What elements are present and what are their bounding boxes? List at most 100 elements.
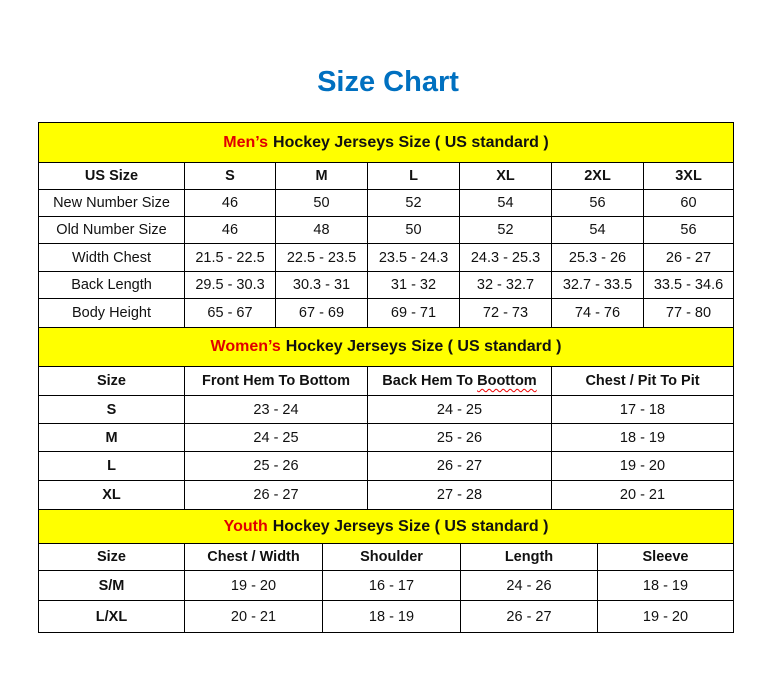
cell-text: Sleeve xyxy=(642,549,689,565)
cell-text: 52 xyxy=(497,222,514,238)
cell-text: 19 - 20 xyxy=(619,458,666,474)
table-cell: 20 - 21 xyxy=(551,481,733,509)
cell-text: 54 xyxy=(589,222,606,238)
table-cell: L xyxy=(39,452,184,480)
cell-text: 46 xyxy=(221,222,239,238)
cell-text: Length xyxy=(504,549,554,565)
cell-text: Shoulder xyxy=(360,549,423,565)
cell-text: 26 - 27 xyxy=(436,458,483,474)
table-cell: 19 - 20 xyxy=(184,571,322,600)
cell-text: S xyxy=(106,401,117,418)
cell-text: M xyxy=(315,168,328,184)
cell-text: 50 xyxy=(405,222,422,238)
cell-text: Front Hem To Bottom xyxy=(202,373,350,389)
table-row: Body Height 65 - 67 67 - 69 69 - 71 72 - 73 7… xyxy=(39,299,733,327)
table-cell: 65 - 67 xyxy=(184,299,275,327)
cell-text: 69 - 71 xyxy=(390,305,437,321)
cell-text: Size xyxy=(96,549,126,565)
cell-text: 22.5 - 23.5 xyxy=(286,249,357,266)
men-heading-text: Hockey Jerseys Size ( US standard ) xyxy=(273,133,549,151)
table-cell: 32 - 32.7 xyxy=(459,272,551,298)
cell-text: Old Number Size xyxy=(56,222,167,238)
cell-text: 56 xyxy=(680,222,697,238)
table-row: XL 26 - 27 27 - 28 20 - 21 xyxy=(39,481,733,509)
cell-text: 52 xyxy=(405,195,422,211)
cell-text: L xyxy=(409,168,418,184)
table-cell: 26 - 27 xyxy=(367,452,551,480)
table-cell: 56 xyxy=(643,217,733,243)
cell-text: 77 - 80 xyxy=(665,305,712,321)
table-cell: 77 - 80 xyxy=(643,299,733,327)
cell-text: 32.7 - 33.5 xyxy=(562,277,633,293)
table-cell: 50 xyxy=(367,217,459,243)
table-cell: 19 - 20 xyxy=(597,601,733,632)
table-cell: 54 xyxy=(459,190,551,216)
cell-text: 25.3 - 26 xyxy=(568,249,627,266)
table-cell: 26 - 27 xyxy=(184,481,367,509)
column-header: M xyxy=(275,163,367,189)
table-cell: 31 - 32 xyxy=(367,272,459,298)
cell-text: Back Length xyxy=(71,277,152,293)
table-cell: 54 xyxy=(551,217,643,243)
table-cell: 23 - 24 xyxy=(184,396,367,423)
cell-text: 65 - 67 xyxy=(207,305,253,321)
cell-text: US Size xyxy=(84,168,139,184)
table-cell: Width Chest xyxy=(39,244,184,271)
column-header: Sleeve xyxy=(597,544,733,570)
cell-text: 2XL xyxy=(584,168,611,184)
cell-text: 18 - 19 xyxy=(642,577,689,594)
table-cell: 20 - 21 xyxy=(184,601,322,632)
column-header: Front Hem To Bottom xyxy=(184,367,367,395)
cell-text: Size xyxy=(96,373,126,389)
column-header: US Size xyxy=(39,163,184,189)
women-table: Size Front Hem To Bottom Back Hem To Boott… xyxy=(39,367,733,509)
cell-text: 18 - 19 xyxy=(619,429,666,446)
column-header: L xyxy=(367,163,459,189)
table-cell: 25 - 26 xyxy=(184,452,367,480)
women-heading-text: Hockey Jerseys Size ( US standard ) xyxy=(285,338,562,355)
size-chart: Men’s Hockey Jerseys Size ( US standard … xyxy=(38,122,734,633)
table-cell: 29.5 - 30.3 xyxy=(184,272,275,298)
table-cell: L/XL xyxy=(39,601,184,632)
cell-text: M xyxy=(105,429,118,446)
column-header: 3XL xyxy=(643,163,733,189)
table-cell: 26 - 27 xyxy=(460,601,597,632)
cell-text: 74 - 76 xyxy=(574,305,621,321)
table-cell: 69 - 71 xyxy=(367,299,459,327)
cell-text: 33.5 - 34.6 xyxy=(653,277,724,293)
cell-text: New Number Size xyxy=(53,195,170,211)
women-section-heading: Women’s Hockey Jerseys Size ( US standar… xyxy=(39,327,733,367)
cell-text: 21.5 - 22.5 xyxy=(195,249,265,266)
table-cell: 46 xyxy=(184,217,275,243)
cell-text: 18 - 19 xyxy=(368,608,415,625)
table-cell: New Number Size xyxy=(39,190,184,216)
table-cell: 24 - 25 xyxy=(184,424,367,451)
cell-text: XL xyxy=(496,168,515,184)
cell-text: Width Chest xyxy=(72,249,151,266)
table-cell: 21.5 - 22.5 xyxy=(184,244,275,271)
table-cell: XL xyxy=(39,481,184,509)
table-row: Old Number Size 46 48 50 52 54 56 xyxy=(39,217,733,244)
cell-text: 56 xyxy=(589,195,606,211)
cell-text: L xyxy=(107,458,116,474)
table-cell: 19 - 20 xyxy=(551,452,733,480)
table-cell: 74 - 76 xyxy=(551,299,643,327)
cell-text: 23.5 - 24.3 xyxy=(378,249,449,266)
cell-text: 23 - 24 xyxy=(253,401,299,418)
cell-text: 72 - 73 xyxy=(482,305,529,321)
table-cell: Back Length xyxy=(39,272,184,298)
cell-text: S/M xyxy=(98,577,125,594)
table-cell: 52 xyxy=(459,217,551,243)
cell-text: 27 - 28 xyxy=(436,487,483,503)
cell-text: 17 - 18 xyxy=(619,401,666,418)
cell-text: 3XL xyxy=(675,168,702,184)
cell-text: 50 xyxy=(313,195,330,211)
men-table: US Size S M L XL 2XL 3XL New Number Size 46 50 52 5… xyxy=(39,163,733,327)
column-header: Chest / Pit To Pit xyxy=(551,367,733,395)
table-cell: Body Height xyxy=(39,299,184,327)
column-header: Size xyxy=(39,367,184,395)
column-header: Back Hem To Boottom xyxy=(367,367,551,395)
cell-text: 26 - 27 xyxy=(253,487,299,503)
table-cell: 72 - 73 xyxy=(459,299,551,327)
table-cell: 18 - 19 xyxy=(551,424,733,451)
